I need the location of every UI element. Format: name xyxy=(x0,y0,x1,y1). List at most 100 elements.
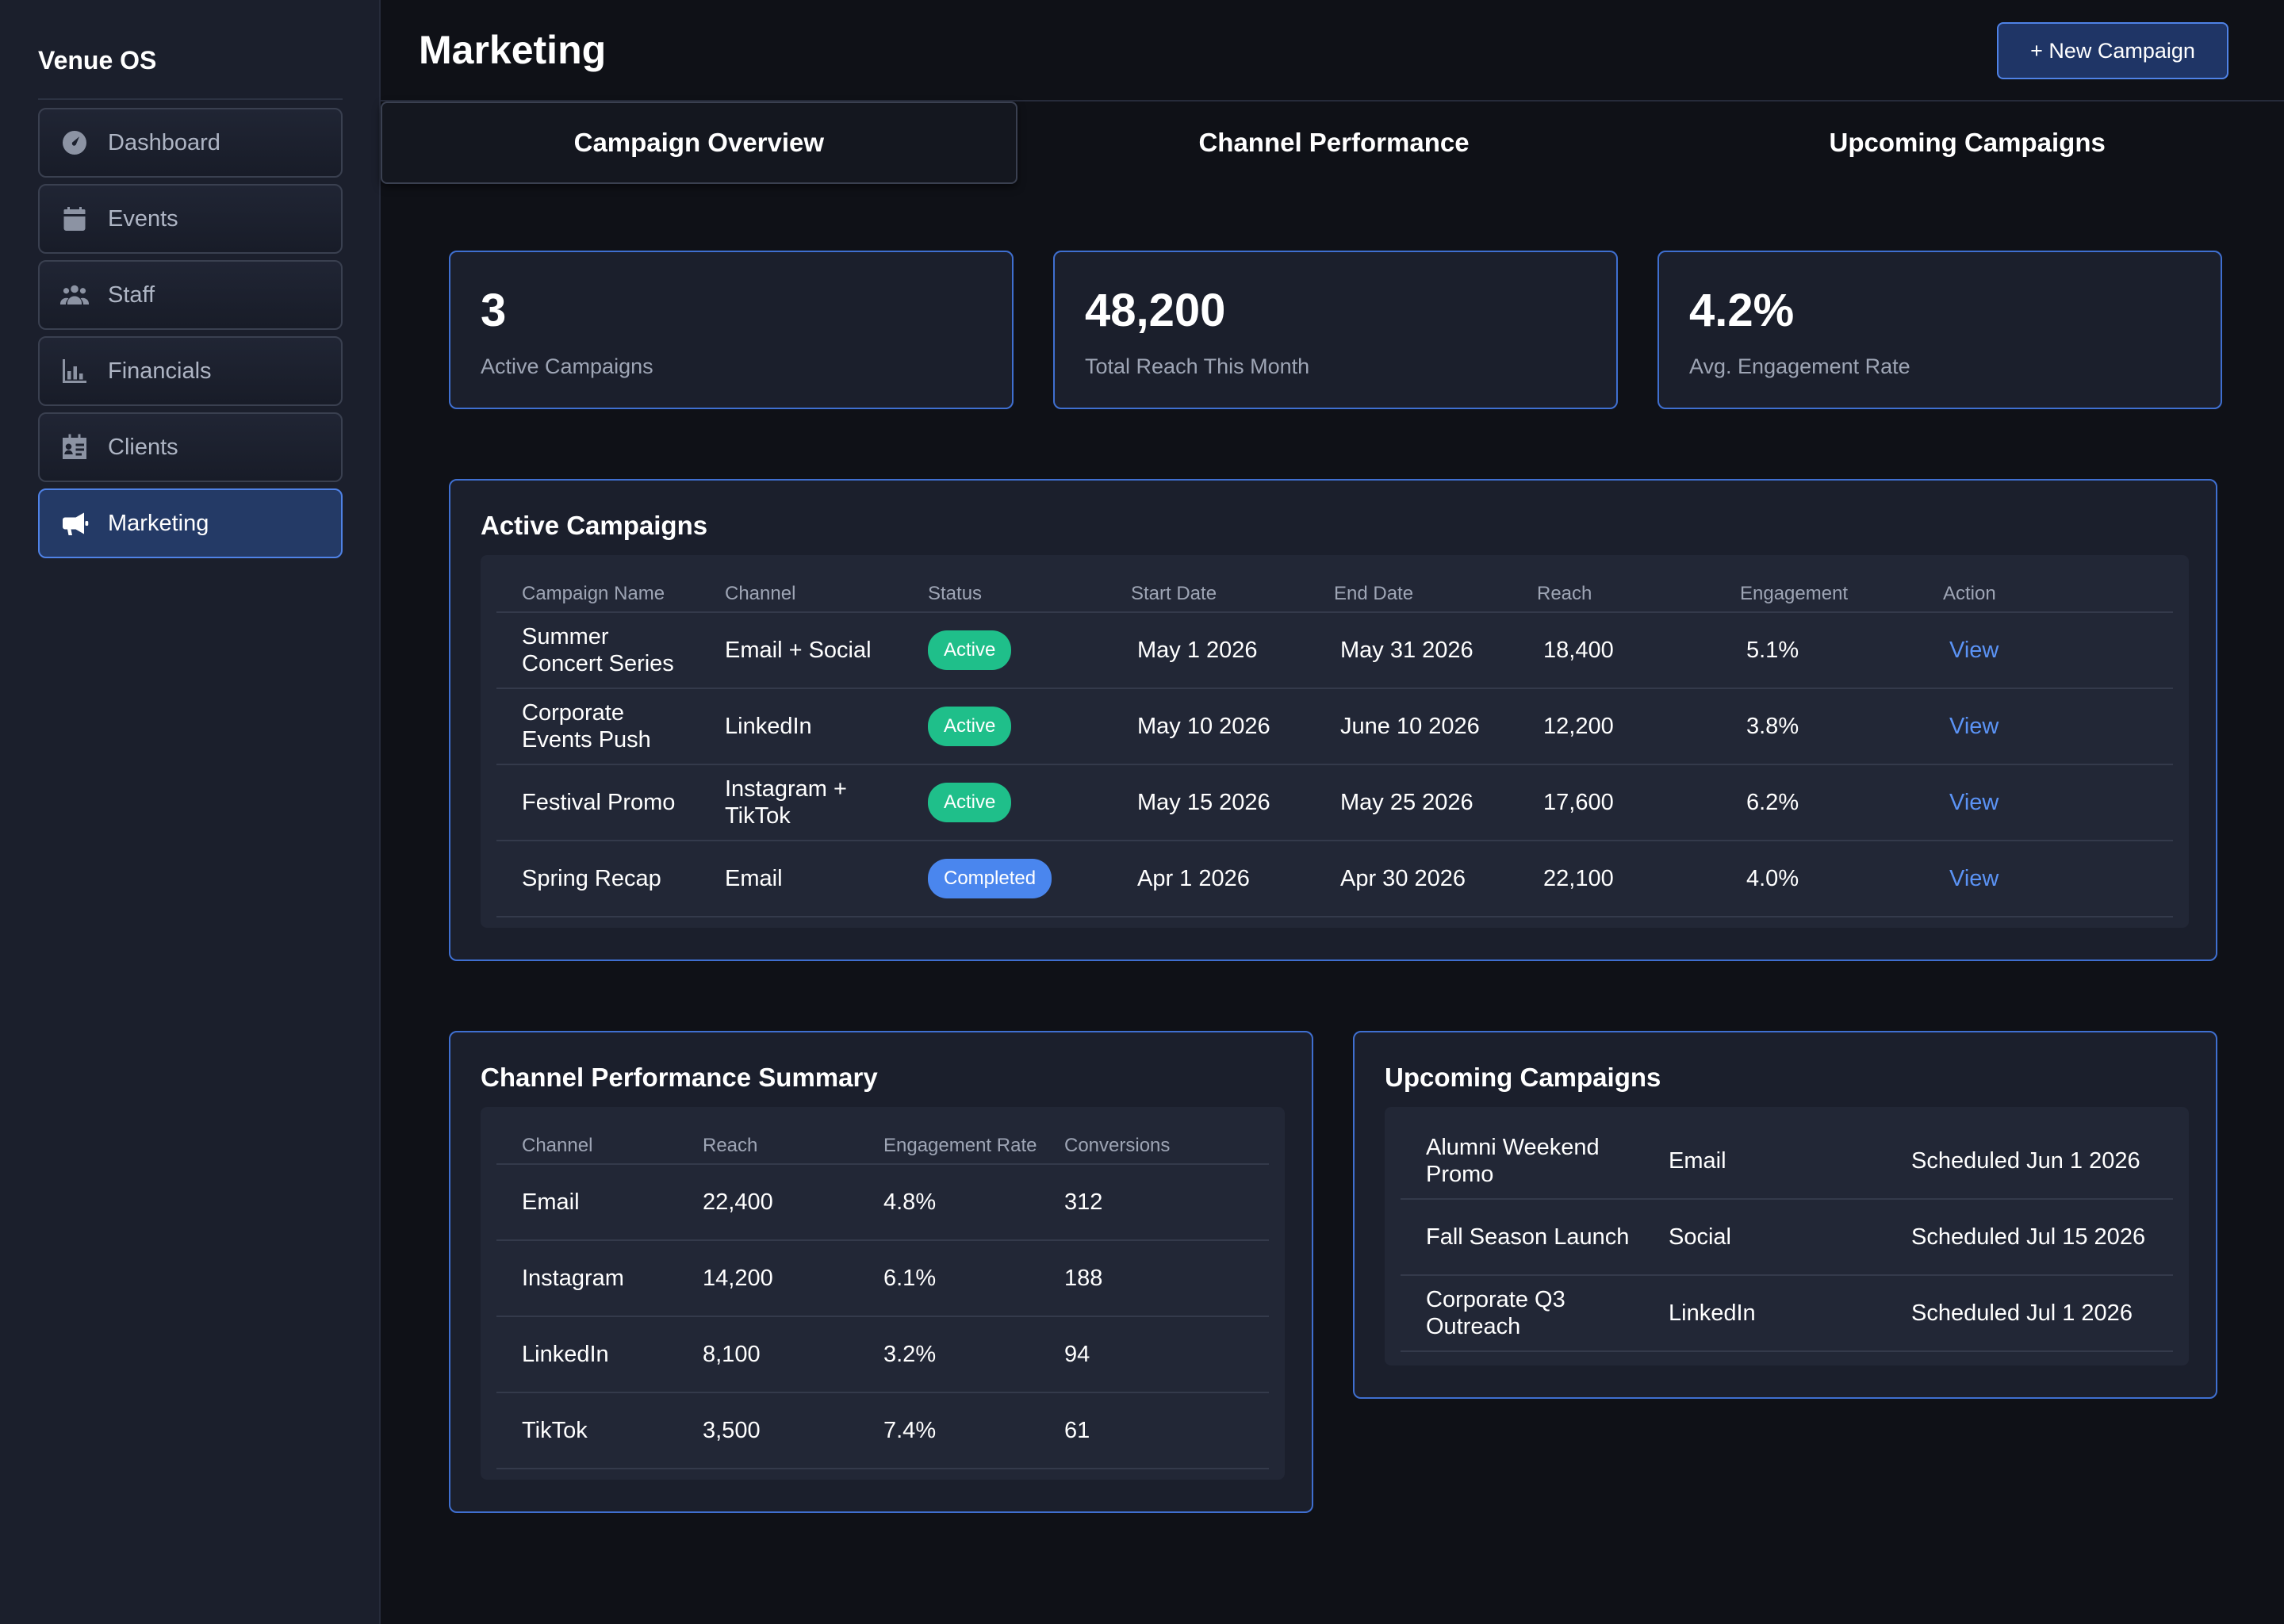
stat-label: Avg. Engagement Rate xyxy=(1689,354,1910,378)
sidebar-item-clients[interactable]: Clients xyxy=(38,412,343,482)
header-divider xyxy=(381,100,2284,102)
column-header[interactable]: Engagement xyxy=(1715,571,1918,613)
column-header[interactable]: Action xyxy=(1918,571,2173,613)
status-badge: Completed xyxy=(928,859,1052,898)
campaign-status: Active xyxy=(902,612,1106,689)
campaign-action: View xyxy=(1918,612,2173,689)
channel-engagement-rate: 7.4% xyxy=(858,1392,1039,1469)
stat-card-active-campaigns: 3 Active Campaigns xyxy=(449,251,1014,409)
channel-conversions: 188 xyxy=(1039,1240,1269,1317)
sidebar-item-label: Dashboard xyxy=(108,129,220,155)
view-link[interactable]: View xyxy=(1949,866,1999,891)
sidebar-item-label: Marketing xyxy=(108,510,209,536)
page-title: Marketing xyxy=(419,28,607,72)
stat-card-total-reach: 48,200 Total Reach This Month xyxy=(1053,251,1618,409)
upcoming-campaign-schedule: Scheduled Jul 15 2026 xyxy=(1886,1199,2173,1276)
sidebar-item-marketing[interactable]: Marketing xyxy=(38,488,343,558)
upcoming-campaign-name: Corporate Q3 Outreach xyxy=(1401,1275,1643,1352)
campaign-reach: 17,600 xyxy=(1512,764,1715,841)
table-row: Corporate Events Push LinkedIn Active Ma… xyxy=(496,688,2173,765)
megaphone-icon xyxy=(59,508,90,539)
channel-name: TikTok xyxy=(496,1392,677,1469)
campaign-name: Summer Concert Series xyxy=(496,612,699,689)
campaign-reach: 18,400 xyxy=(1512,612,1715,689)
bar-chart-icon xyxy=(59,355,90,387)
column-header[interactable]: Reach xyxy=(677,1123,858,1165)
id-card-icon xyxy=(59,431,90,463)
channel-engagement-rate: 6.1% xyxy=(858,1240,1039,1317)
upcoming-campaigns-panel: Upcoming Campaigns Alumni Weekend Promo … xyxy=(1353,1031,2217,1399)
active-campaigns-table: Campaign Name Channel Status Start Date … xyxy=(496,571,2173,917)
table-header-row: Channel Reach Engagement Rate Conversion… xyxy=(496,1123,1269,1165)
column-header[interactable]: Status xyxy=(902,571,1106,613)
upcoming-campaign-schedule: Scheduled Jul 1 2026 xyxy=(1886,1275,2173,1352)
stat-value: 4.2% xyxy=(1689,285,1795,336)
channel-conversions: 312 xyxy=(1039,1164,1269,1241)
campaign-engagement: 4.0% xyxy=(1715,841,1918,917)
sidebar: Venue OS Dashboard Events Staff Financia… xyxy=(0,0,381,1624)
upcoming-table-container: Alumni Weekend Promo Email Scheduled Jun… xyxy=(1385,1107,2189,1365)
table-row: Instagram 14,200 6.1% 188 xyxy=(496,1240,1269,1317)
table-row: LinkedIn 8,100 3.2% 94 xyxy=(496,1316,1269,1393)
status-badge: Active xyxy=(928,707,1012,746)
campaign-channel: LinkedIn xyxy=(699,688,902,765)
table-row: TikTok 3,500 7.4% 61 xyxy=(496,1392,1269,1469)
panel-title: Upcoming Campaigns xyxy=(1385,1063,1661,1092)
table-row: Fall Season Launch Social Scheduled Jul … xyxy=(1401,1199,2173,1276)
dashboard-gauge-icon xyxy=(59,127,90,159)
panel-title: Active Campaigns xyxy=(481,511,708,540)
view-link[interactable]: View xyxy=(1949,638,1999,663)
sidebar-item-dashboard[interactable]: Dashboard xyxy=(38,108,343,178)
campaign-engagement: 6.2% xyxy=(1715,764,1918,841)
campaign-engagement: 3.8% xyxy=(1715,688,1918,765)
column-header[interactable]: End Date xyxy=(1309,571,1512,613)
column-header[interactable]: Campaign Name xyxy=(496,571,699,613)
new-campaign-button[interactable]: + New Campaign xyxy=(1997,22,2228,79)
sidebar-item-label: Clients xyxy=(108,434,178,460)
campaign-end-date: June 10 2026 xyxy=(1309,688,1512,765)
view-link[interactable]: View xyxy=(1949,714,1999,739)
column-header[interactable]: Channel xyxy=(496,1123,677,1165)
channel-reach: 22,400 xyxy=(677,1164,858,1241)
channel-name: LinkedIn xyxy=(496,1316,677,1393)
column-header[interactable]: Engagement Rate xyxy=(858,1123,1039,1165)
campaign-reach: 22,100 xyxy=(1512,841,1715,917)
column-header[interactable]: Conversions xyxy=(1039,1123,1269,1165)
tab-channel-performance[interactable]: Channel Performance xyxy=(1198,128,1470,157)
sidebar-item-events[interactable]: Events xyxy=(38,184,343,254)
brand-name: Venue OS xyxy=(38,46,157,75)
table-row: Corporate Q3 Outreach LinkedIn Scheduled… xyxy=(1401,1275,2173,1352)
campaign-status: Completed xyxy=(902,841,1106,917)
campaign-action: View xyxy=(1918,841,2173,917)
upcoming-campaigns-table: Alumni Weekend Promo Email Scheduled Jun… xyxy=(1401,1123,2173,1352)
campaign-start-date: Apr 1 2026 xyxy=(1106,841,1309,917)
campaign-end-date: Apr 30 2026 xyxy=(1309,841,1512,917)
column-header[interactable]: Start Date xyxy=(1106,571,1309,613)
channel-engagement-rate: 4.8% xyxy=(858,1164,1039,1241)
campaign-status: Active xyxy=(902,764,1106,841)
table-row: Email 22,400 4.8% 312 xyxy=(496,1164,1269,1241)
channel-reach: 14,200 xyxy=(677,1240,858,1317)
campaign-name: Spring Recap xyxy=(496,841,699,917)
campaign-engagement: 5.1% xyxy=(1715,612,1918,689)
sidebar-item-staff[interactable]: Staff xyxy=(38,260,343,330)
campaign-channel: Email xyxy=(699,841,902,917)
upcoming-campaign-channel: LinkedIn xyxy=(1643,1275,1886,1352)
campaign-start-date: May 1 2026 xyxy=(1106,612,1309,689)
tab-campaign-overview[interactable]: Campaign Overview xyxy=(381,102,1017,184)
upcoming-campaign-channel: Social xyxy=(1643,1199,1886,1276)
status-badge: Active xyxy=(928,630,1012,670)
campaign-name: Corporate Events Push xyxy=(496,688,699,765)
active-campaigns-table-container: Campaign Name Channel Status Start Date … xyxy=(481,555,2189,928)
tab-upcoming-campaigns[interactable]: Upcoming Campaigns xyxy=(1829,128,2106,157)
campaign-start-date: May 10 2026 xyxy=(1106,688,1309,765)
table-row: Summer Concert Series Email + Social Act… xyxy=(496,612,2173,689)
channel-table-container: Channel Reach Engagement Rate Conversion… xyxy=(481,1107,1285,1480)
campaign-reach: 12,200 xyxy=(1512,688,1715,765)
channel-name: Email xyxy=(496,1164,677,1241)
sidebar-item-financials[interactable]: Financials xyxy=(38,336,343,406)
campaign-action: View xyxy=(1918,688,2173,765)
column-header[interactable]: Channel xyxy=(699,571,902,613)
column-header[interactable]: Reach xyxy=(1512,571,1715,613)
view-link[interactable]: View xyxy=(1949,790,1999,815)
